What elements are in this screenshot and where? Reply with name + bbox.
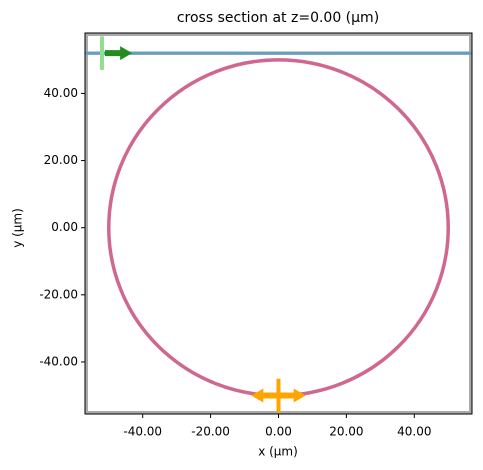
y-tick-label: 40.00 <box>44 86 78 100</box>
y-tick-label: -40.00 <box>39 354 78 368</box>
source-arrow <box>104 46 133 61</box>
monitor-arrow <box>251 388 306 403</box>
simulation-boundary <box>85 33 472 414</box>
x-tick-label: -40.00 <box>123 425 162 439</box>
x-tick-label: -20.00 <box>191 425 230 439</box>
plot-frame <box>84 32 473 415</box>
y-tick-label: 20.00 <box>44 153 78 167</box>
x-tick-label: 40.00 <box>397 425 431 439</box>
ring <box>107 58 450 398</box>
x-axis-label: x (µm) <box>258 445 298 459</box>
x-tick-label: 20.00 <box>329 425 363 439</box>
y-axis-label: y (µm) <box>11 208 25 248</box>
y-tick-label: -20.00 <box>39 287 78 301</box>
y-tick-label: 0.00 <box>51 220 78 234</box>
x-tick-label: 0.00 <box>265 425 292 439</box>
chart-title: cross section at z=0.00 (µm) <box>177 10 379 26</box>
